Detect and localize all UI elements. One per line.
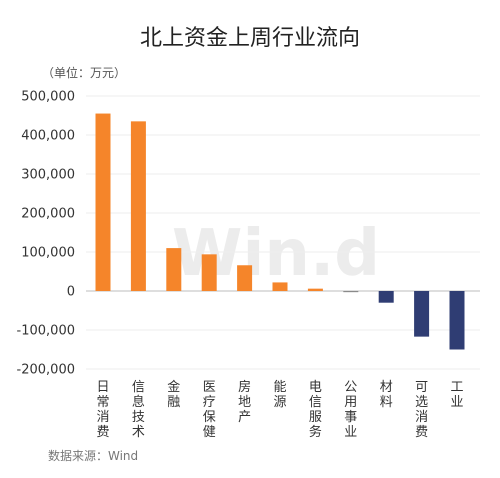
bar	[130, 121, 146, 291]
x-category-label: 医疗保健	[203, 380, 216, 440]
y-tick-label: 500,000	[21, 90, 75, 105]
y-tick-label: 300,000	[21, 168, 75, 183]
bar	[166, 248, 182, 291]
x-category-label: 公用事业	[344, 380, 357, 440]
x-category-label: 能源	[273, 380, 286, 410]
bar	[201, 254, 217, 291]
x-category-label: 工业	[450, 380, 463, 410]
x-category-label: 可选消费	[415, 380, 428, 440]
x-category-label: 材料	[380, 380, 393, 410]
bar	[95, 113, 111, 291]
bar	[449, 291, 465, 350]
x-category-label: 电信服务	[309, 380, 322, 440]
bar	[307, 288, 323, 291]
y-tick-label: 200,000	[21, 207, 75, 222]
unit-label: （单位：万元）	[42, 65, 126, 80]
y-tick-label: -200,000	[17, 363, 75, 378]
x-axis-categories: 日常消费 信息技术 金融 医疗保健 房地产 能源 电信服务 公用事业 材料 可选消费 工业	[96, 379, 463, 440]
bar	[272, 282, 288, 291]
x-category-label: 房地产	[238, 379, 251, 425]
y-tick-label: 100,000	[21, 246, 75, 261]
y-tick-label: 0	[67, 285, 75, 300]
bars-layer	[95, 113, 465, 350]
bar	[237, 265, 253, 291]
x-category-label: 日常消费	[96, 380, 109, 440]
bar	[414, 291, 430, 337]
x-category-label: 信息技术	[132, 380, 145, 440]
bar	[378, 291, 394, 303]
source-note: 数据来源：Wind	[48, 448, 138, 463]
chart-title: 北上资金上周行业流向	[140, 26, 360, 51]
y-tick-label: -100,000	[17, 324, 75, 339]
y-tick-label: 400,000	[21, 129, 75, 144]
bar	[343, 291, 359, 293]
x-category-label: 金融	[167, 379, 180, 410]
y-axis-ticks: 500,000 400,000 300,000 200,000 100,000 0 -100…	[17, 90, 75, 378]
